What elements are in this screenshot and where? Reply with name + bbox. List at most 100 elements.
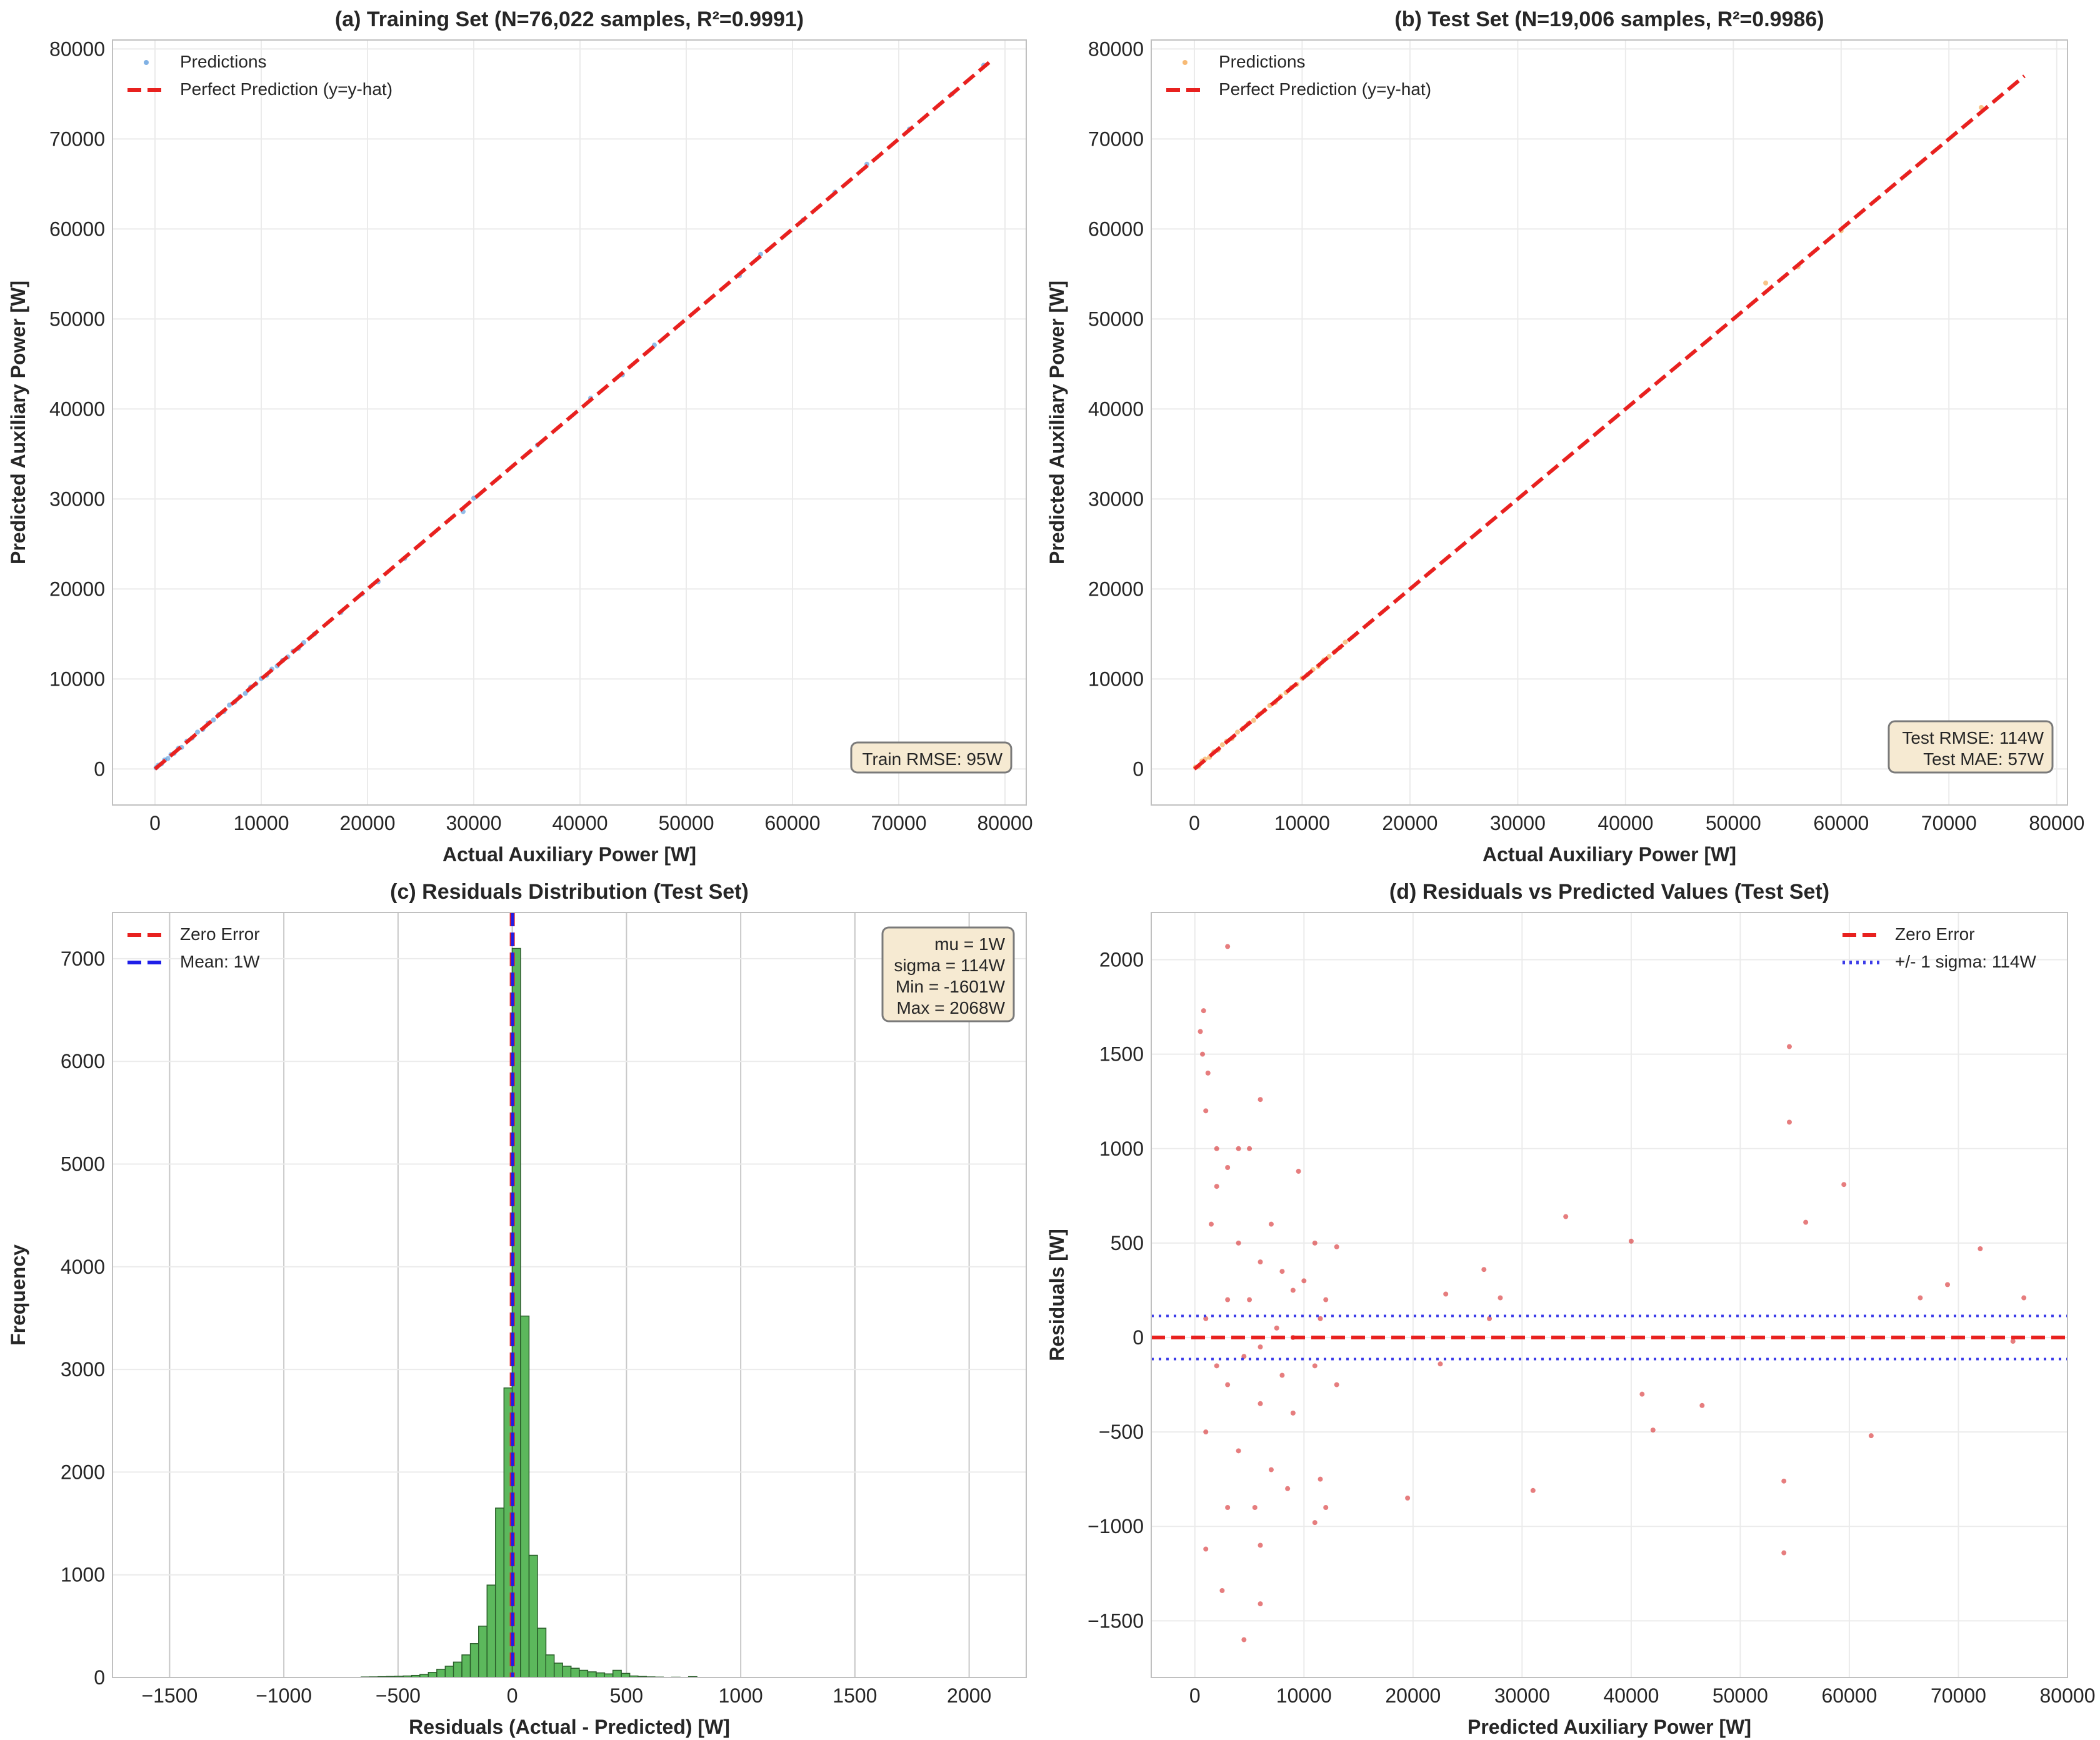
scatter-point <box>1296 1169 1301 1174</box>
scatter-point <box>1334 1244 1339 1249</box>
scatter-point <box>1498 1295 1503 1301</box>
y-tick-label: 1000 <box>1099 1138 1144 1160</box>
x-tick-label: 70000 <box>871 812 927 834</box>
scatter-point <box>1214 1146 1219 1151</box>
scatter-point <box>1236 1146 1241 1151</box>
y-tick-label: 0 <box>1132 758 1144 780</box>
y-tick-label: 0 <box>94 758 105 780</box>
x-tick-label: 2000 <box>947 1684 991 1707</box>
scatter-point <box>1945 1282 1951 1288</box>
scatter-point <box>1318 1476 1323 1482</box>
x-axis-label: Residuals (Actual - Predicted) [W] <box>409 1716 730 1738</box>
scatter-point <box>1203 1108 1209 1114</box>
y-axis-label: Residuals [W] <box>1046 1229 1068 1361</box>
histogram-bar <box>528 1554 538 1678</box>
annotation-line: Train RMSE: 95W <box>862 749 1002 769</box>
scatter-point <box>1312 1363 1318 1369</box>
plot-area <box>361 912 698 1678</box>
x-tick-label: −1500 <box>141 1684 198 1707</box>
scatter-point <box>1234 729 1240 735</box>
scatter-point <box>1236 1240 1241 1246</box>
scatter-point <box>1205 1070 1211 1076</box>
scatter-point <box>1312 1520 1318 1526</box>
y-axis-label: Predicted Auxiliary Power [W] <box>1046 281 1068 564</box>
y-tick-label: 3000 <box>61 1358 105 1381</box>
scatter-point <box>1763 280 1769 286</box>
scatter-point <box>1699 1402 1705 1408</box>
scatter-point <box>1334 1382 1339 1388</box>
histogram-bar <box>579 1669 589 1678</box>
plot-area <box>153 61 991 771</box>
y-tick-label: 60000 <box>49 218 105 240</box>
scatter-point <box>1258 1601 1263 1607</box>
annotation-line: Test MAE: 57W <box>1923 749 2044 769</box>
scatter-point <box>1225 944 1231 949</box>
histogram-bar <box>495 1508 504 1678</box>
y-tick-label: 30000 <box>49 488 105 510</box>
x-tick-label: 20000 <box>340 812 396 834</box>
histogram-bar <box>612 1669 622 1678</box>
scatter-point <box>1530 1488 1536 1493</box>
panel-b: 0 10000 20000 30000 40000 50000 60000 70000 8000… <box>1046 8 2084 866</box>
scatter-point <box>1481 1267 1487 1272</box>
x-tick-label: 0 <box>507 1684 518 1707</box>
scatter-point <box>1323 1297 1329 1302</box>
histogram-bar <box>596 1672 606 1678</box>
chart-title: (c) Residuals Distribution (Test Set) <box>390 880 749 904</box>
scatter-point <box>1203 1316 1209 1321</box>
scatter-point <box>1290 1410 1296 1416</box>
scatter-point <box>1241 1354 1247 1359</box>
legend-label: Zero Error <box>1895 924 1975 944</box>
histogram-bar <box>436 1669 446 1678</box>
chart-title: (b) Test Set (N=19,006 samples, R²=0.998… <box>1394 8 1824 31</box>
y-tick-label: 80000 <box>1088 38 1144 60</box>
scatter-point <box>1219 1588 1225 1593</box>
histogram-bar <box>621 1672 631 1678</box>
scatter-point <box>1563 1214 1569 1219</box>
plot-area <box>1151 944 2068 1642</box>
chart-title: (a) Training Set (N=76,022 samples, R²=0… <box>335 8 804 31</box>
histogram-bar <box>570 1668 580 1678</box>
scatter-point <box>1781 1550 1787 1556</box>
annotation-line: Min = -1601W <box>896 977 1006 996</box>
x-tick-label: 40000 <box>1603 1684 1659 1707</box>
scatter-point <box>1405 1495 1411 1501</box>
scatter-point <box>1841 1182 1847 1188</box>
annotation-box <box>850 741 1012 774</box>
scatter-point <box>1786 1044 1792 1049</box>
chart-title: (d) Residuals vs Predicted Values (Test … <box>1389 880 1829 904</box>
x-tick-label: 0 <box>149 812 161 834</box>
y-tick-label: 10000 <box>1088 668 1144 690</box>
y-tick-label: 10000 <box>49 668 105 690</box>
x-tick-label: 60000 <box>1821 1684 1877 1707</box>
legend-marker <box>144 60 149 65</box>
scatter-point <box>1650 1428 1656 1433</box>
y-tick-label: 30000 <box>1088 488 1144 510</box>
scatter-point <box>1438 1361 1443 1367</box>
scatter-point <box>1628 1238 1634 1244</box>
legend-label: Predictions <box>180 52 267 71</box>
legend-label: Mean: 1W <box>180 952 260 971</box>
scatter-point <box>1208 1221 1214 1227</box>
axes-frame <box>1151 912 2068 1678</box>
histogram-bar <box>520 1315 530 1678</box>
x-tick-label: 10000 <box>1276 1684 1332 1707</box>
scatter-point <box>1868 1433 1874 1439</box>
y-tick-label: 70000 <box>49 128 105 150</box>
x-tick-label: 50000 <box>1712 1684 1768 1707</box>
y-axis-label: Frequency <box>7 1244 29 1346</box>
scatter-point <box>2021 1295 2027 1301</box>
x-tick-label: 40000 <box>552 812 608 834</box>
annotation-line: Test RMSE: 114W <box>1902 728 2044 748</box>
scatter-point <box>1268 1221 1274 1227</box>
scatter-point <box>195 729 200 735</box>
scatter-point <box>1342 639 1348 645</box>
y-tick-label: 0 <box>94 1666 105 1689</box>
scatter-point <box>165 756 171 761</box>
histogram-bar <box>553 1662 563 1678</box>
scatter-point <box>1274 1325 1279 1331</box>
x-tick-label: 60000 <box>1813 812 1869 834</box>
y-tick-label: 40000 <box>49 398 105 420</box>
reference-line <box>154 61 991 771</box>
scatter-point <box>1247 1297 1252 1302</box>
